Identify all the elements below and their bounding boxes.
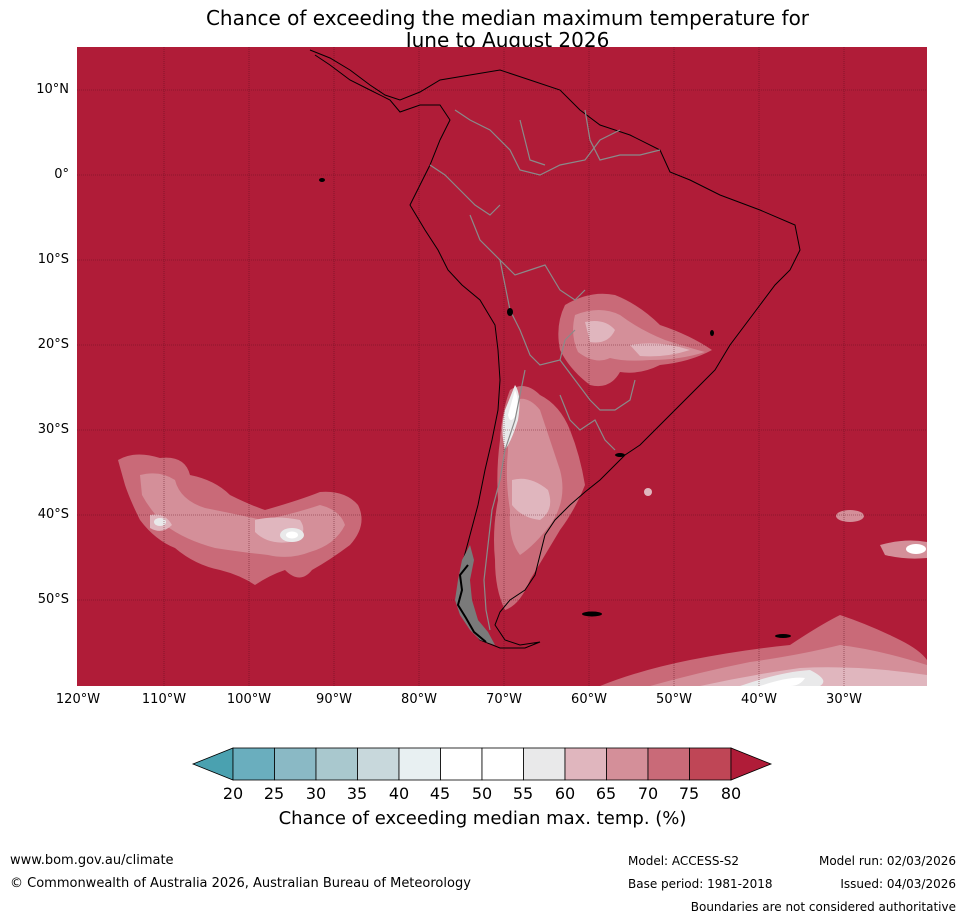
colorbar-cell <box>440 747 483 781</box>
pacific-anomaly-patch <box>118 454 362 585</box>
colorbar-cell <box>315 747 358 781</box>
colorbar <box>191 747 773 781</box>
colorbar-cell <box>564 747 607 781</box>
issued-date: Issued: 04/03/2026 <box>840 877 956 891</box>
colorbar-tick-70: 70 <box>637 784 659 803</box>
brazil-anomaly-patch <box>558 293 712 387</box>
colorbar-title: Chance of exceeding median max. temp. (%… <box>278 808 687 829</box>
colorbar-cell <box>357 747 400 781</box>
boundaries-disclaimer: Boundaries are not considered authoritat… <box>690 900 956 914</box>
colorbar-tick-80: 80 <box>720 784 742 803</box>
lat-label-50s: 50°S <box>37 592 69 607</box>
colorbar-tick-50: 50 <box>471 784 493 803</box>
colorbar-cell <box>232 747 275 781</box>
lon-label-40w: 40°W <box>741 692 777 707</box>
lon-label-110w: 110°W <box>141 692 187 707</box>
colorbar-tick-75: 75 <box>678 784 700 803</box>
lon-label-70w: 70°W <box>486 692 522 707</box>
map-title-line1: Chance of exceeding the median maximum t… <box>205 6 810 30</box>
copyright-text: © Commonwealth of Australia 2026, Austra… <box>10 876 471 891</box>
colorbar-cell <box>689 747 732 781</box>
small-islands <box>319 178 791 638</box>
colorbar-tick-60: 60 <box>554 784 576 803</box>
colorbar-cell <box>481 747 524 781</box>
colorbar-cell <box>523 747 566 781</box>
colorbar-extend-high <box>730 747 773 781</box>
lon-label-30w: 30°W <box>826 692 862 707</box>
graticule <box>77 47 927 686</box>
colorbar-tick-35: 35 <box>346 784 368 803</box>
website-link[interactable]: www.bom.gov.au/climate <box>10 853 174 868</box>
lat-label-30s: 30°S <box>37 422 69 437</box>
lon-label-50w: 50°W <box>656 692 692 707</box>
argentina-anomaly-patch <box>494 385 585 610</box>
lon-label-120w: 120°W <box>55 692 101 707</box>
colorbar-tick-40: 40 <box>388 784 410 803</box>
colorbar-tick-55: 55 <box>512 784 534 803</box>
base-period: Base period: 1981-2018 <box>628 877 773 891</box>
lat-label-20s: 20°S <box>37 337 69 352</box>
colorbar-tick-65: 65 <box>595 784 617 803</box>
south-america-coastline <box>309 49 801 649</box>
colorbar-cell <box>647 747 690 781</box>
lon-label-60w: 60°W <box>571 692 607 707</box>
colorbar-tick-25: 25 <box>263 784 285 803</box>
lat-label-10s: 10°S <box>37 252 69 267</box>
colorbar-tick-20: 20 <box>222 784 244 803</box>
southern-chile-fjords <box>455 545 495 645</box>
lon-label-80w: 80°W <box>401 692 437 707</box>
model-name: Model: ACCESS-S2 <box>628 854 740 868</box>
colorbar-tick-30: 30 <box>305 784 327 803</box>
colorbar-extend-low <box>191 747 234 781</box>
southern-ocean-anomaly-patch <box>600 488 927 686</box>
lat-label-0: 0° <box>54 167 69 182</box>
country-borders <box>429 109 661 631</box>
lat-label-10n: 10°N <box>36 82 69 97</box>
colorbar-cell <box>606 747 649 781</box>
model-run-date: Model run: 02/03/2026 <box>818 854 956 868</box>
lat-label-40s: 40°S <box>37 507 69 522</box>
lon-label-90w: 90°W <box>316 692 352 707</box>
colorbar-tick-45: 45 <box>429 784 451 803</box>
colorbar-cell <box>274 747 317 781</box>
probability-map <box>77 47 927 686</box>
lon-label-100w: 100°W <box>226 692 272 707</box>
colorbar-cell <box>398 747 441 781</box>
